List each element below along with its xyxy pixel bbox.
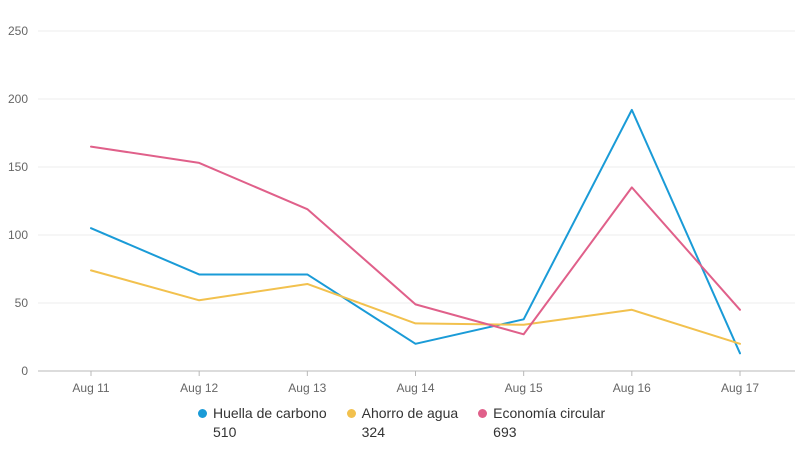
x-tick-label: Aug 15 — [505, 381, 543, 395]
legend-total: 510 — [213, 424, 237, 440]
legend-marker-icon — [478, 408, 488, 418]
legend-label: Huella de carbono — [213, 405, 327, 421]
legend-marker-icon — [346, 408, 356, 418]
y-axis: 0 50 100 150 200 250 — [8, 24, 28, 378]
series-line-2[interactable] — [90, 145, 741, 336]
x-tick-label: Aug 11 — [72, 381, 109, 395]
y-tick-label: 200 — [8, 92, 28, 106]
y-tick-label: 100 — [8, 228, 28, 242]
x-tick-label: Aug 16 — [613, 381, 651, 395]
grid-lines — [38, 30, 795, 372]
y-tick-label: 150 — [8, 160, 28, 174]
legend-total: 693 — [493, 424, 517, 440]
y-tick-label: 50 — [15, 296, 29, 310]
series-lines — [90, 108, 741, 355]
legend-label: Ahorro de agua — [361, 405, 459, 421]
y-tick-label: 0 — [21, 364, 28, 378]
x-tick-label: Aug 14 — [396, 381, 434, 395]
series-line-0[interactable] — [90, 108, 741, 355]
legend-item-huella-de-carbono[interactable]: Huella de carbono 510 — [198, 405, 327, 440]
legend-marker-icon — [198, 408, 207, 418]
legend-total: 324 — [361, 424, 385, 440]
x-tick-label: Aug 17 — [721, 381, 759, 395]
line-chart: 0 50 100 150 200 250 Aug 11 Aug 12 Aug 13 Aug 14… — [8, 24, 795, 395]
x-tick-label: Aug 13 — [288, 381, 326, 395]
series-line-1[interactable] — [90, 269, 741, 345]
legend-item-economia-circular[interactable]: Economía circular 693 — [478, 405, 605, 440]
legend-label: Economía circular — [493, 405, 606, 421]
legend-item-ahorro-de-agua[interactable]: Ahorro de agua 324 — [346, 405, 459, 440]
x-tick-label: Aug 12 — [180, 381, 218, 395]
y-tick-label: 250 — [8, 24, 28, 38]
x-axis: Aug 11 Aug 12 Aug 13 Aug 14 Aug 15 Aug 16 Aug … — [72, 371, 759, 395]
legend: Huella de carbono 510 Ahorro de agua 324… — [198, 405, 605, 440]
